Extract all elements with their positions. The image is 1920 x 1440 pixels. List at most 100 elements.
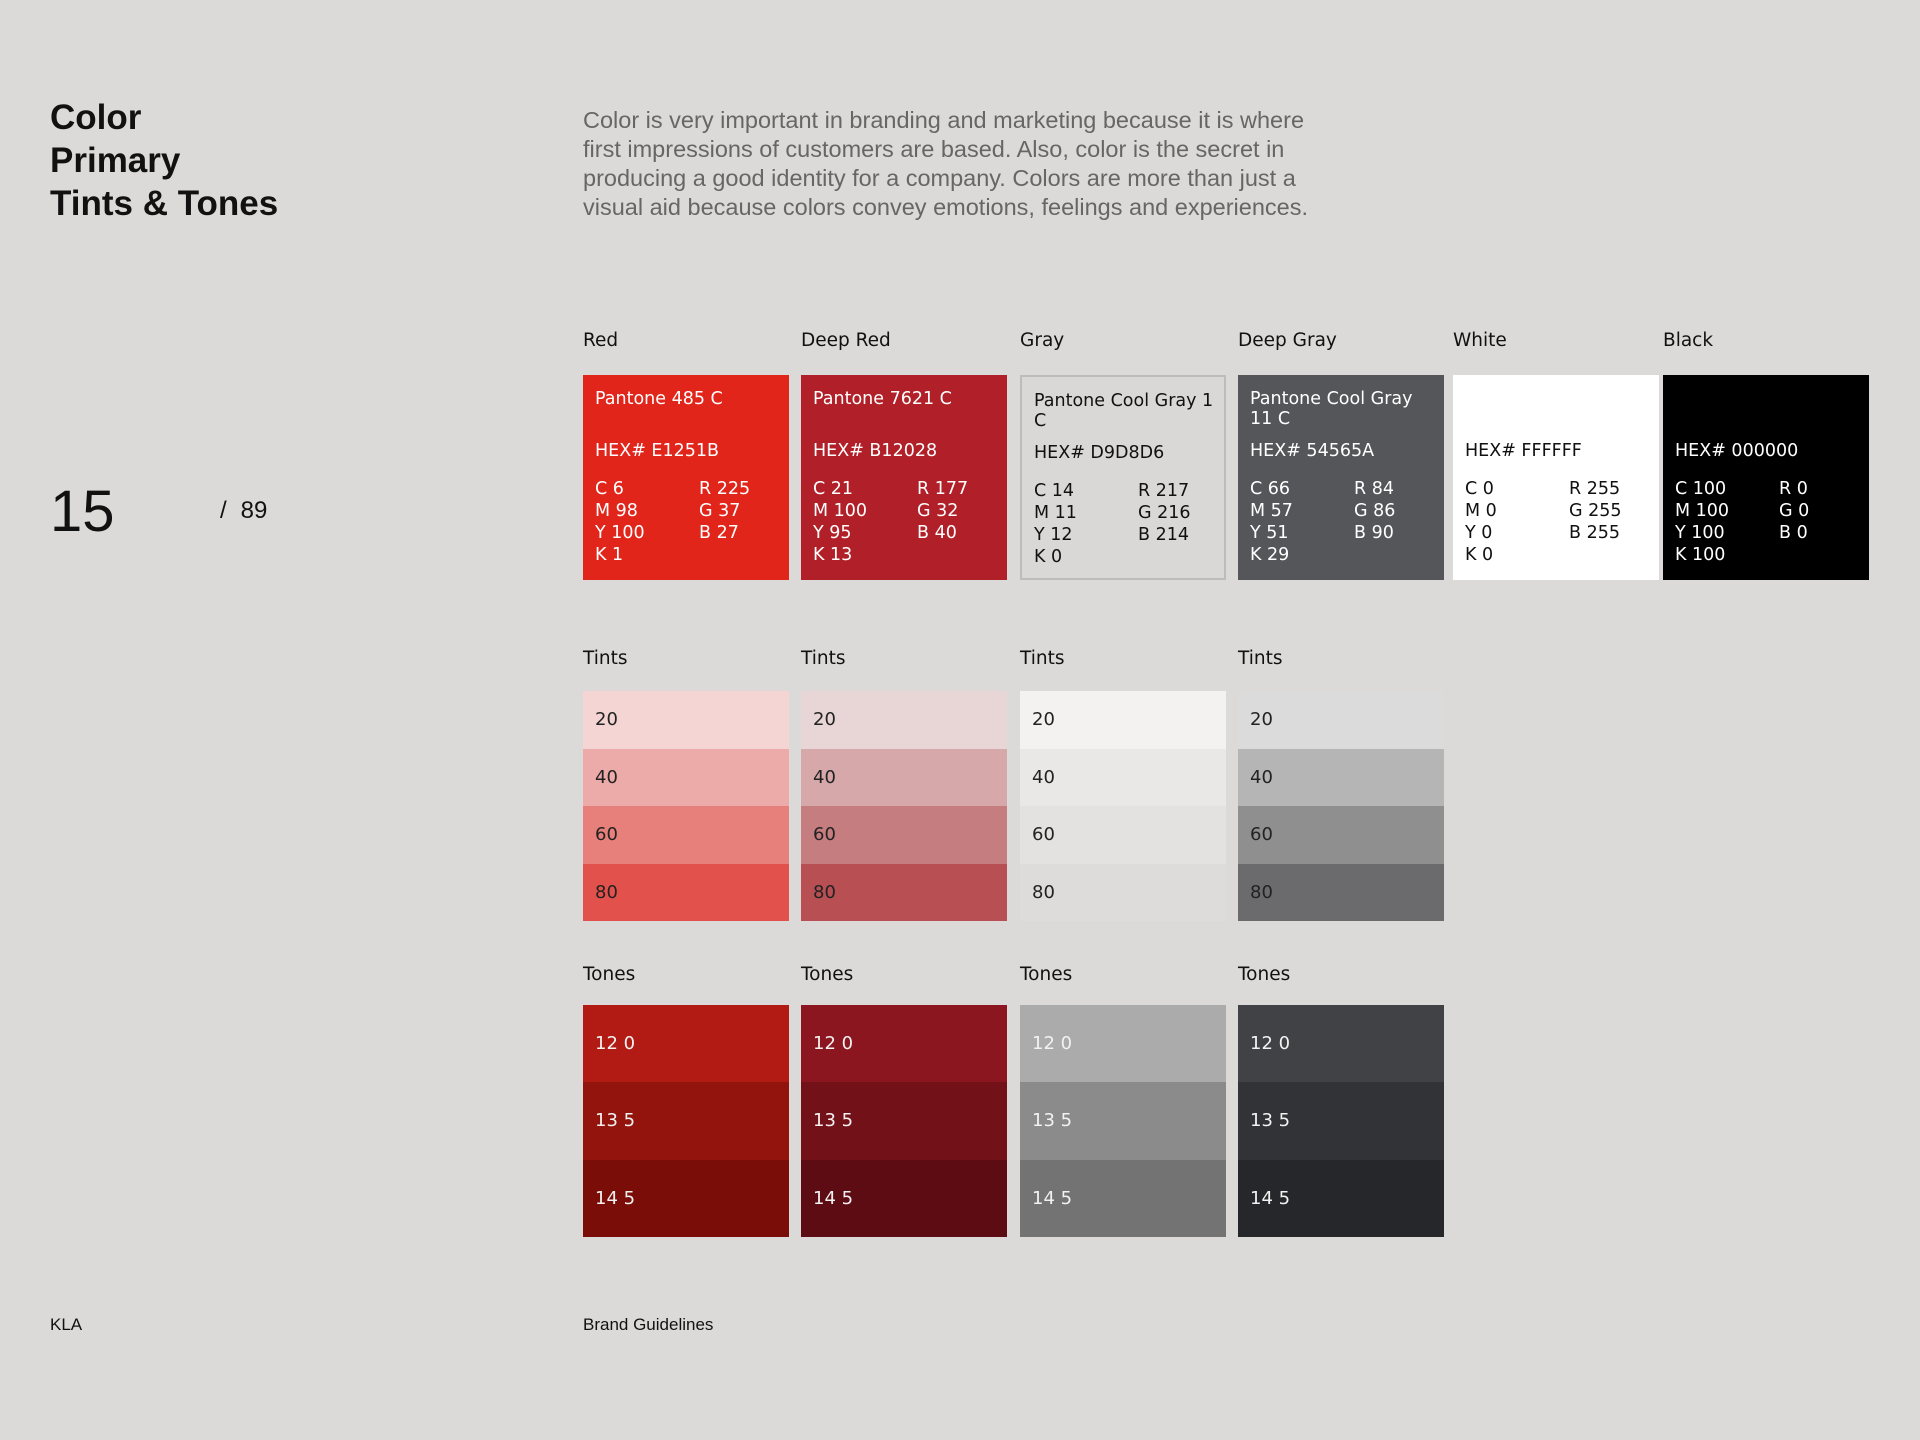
page-total-value: 89 <box>240 497 268 524</box>
tone-row: 14 5 <box>1020 1159 1226 1237</box>
rgb-value <box>1354 544 1434 566</box>
page-number: 15 <box>50 479 115 544</box>
color-name: Gray <box>1020 330 1065 351</box>
hex-value: HEX# E1251B <box>595 441 720 461</box>
tone-column: 12 0 13 5 14 5 <box>801 1005 1007 1237</box>
cmyk-value: M 98 <box>595 501 638 521</box>
cmyk-value: K 0 <box>1465 545 1494 565</box>
cmyk-value: M 100 <box>1675 501 1730 521</box>
color-swatch: Pantone Cool Gray 1 C HEX# D9D8D6 C 14 R 21… <box>1020 375 1226 580</box>
tints-label: Tints <box>1020 648 1065 669</box>
pantone-name: Pantone 485 C <box>595 389 723 409</box>
cmyk-value: C 66 <box>1250 479 1291 499</box>
cmyk-value: M 0 <box>1465 501 1497 521</box>
tone-row: 14 5 <box>801 1159 1007 1237</box>
cmyk-value: K 0 <box>1034 547 1063 567</box>
hex-value: HEX# FFFFFF <box>1465 441 1582 461</box>
tint-row: 80 <box>1238 863 1444 921</box>
rgb-value: G 0 <box>1779 501 1810 521</box>
color-swatch: HEX# 000000 C 100 R 0 M 100 G 0 Y 100 B 0 K 100 <box>1663 375 1869 580</box>
cmyk-value: C 6 <box>595 479 624 499</box>
cmyk-value: K 100 <box>1675 545 1726 565</box>
cmyk-value: C 100 <box>1675 479 1727 499</box>
rgb-value: R 225 <box>699 479 751 499</box>
tones-label: Tones <box>583 964 636 985</box>
rgb-value: G 216 <box>1138 503 1191 523</box>
title-line: Primary <box>50 141 181 180</box>
cmyk-value: C 21 <box>813 479 854 499</box>
tint-row: 80 <box>801 863 1007 921</box>
cmyk-value: Y 51 <box>1250 523 1289 543</box>
cmyk-value: Y 0 <box>1465 523 1493 543</box>
rgb-value <box>1779 544 1859 566</box>
page-total: / 89 <box>220 497 267 525</box>
rgb-value: G 86 <box>1354 501 1396 521</box>
cmyk-value: K 29 <box>1250 545 1290 565</box>
tint-row: 60 <box>1238 806 1444 864</box>
tone-row: 14 5 <box>583 1159 789 1237</box>
tints-label: Tints <box>583 648 628 669</box>
rgb-value: B 90 <box>1354 523 1394 543</box>
tint-row: 40 <box>1238 748 1444 806</box>
color-values: C 66 R 84 M 57 G 86 Y 51 B 90 K 29 <box>1250 478 1434 566</box>
color-values: C 0 R 255 M 0 G 255 Y 0 B 255 K 0 <box>1465 478 1649 566</box>
color-name: Red <box>583 330 619 351</box>
color-name: White <box>1453 330 1507 351</box>
tone-row: 13 5 <box>801 1082 1007 1160</box>
color-name: Deep Red <box>801 330 891 351</box>
tint-column: 20 40 60 80 <box>1020 691 1226 921</box>
color-swatch: HEX# FFFFFF C 0 R 255 M 0 G 255 Y 0 B 255 K 0 <box>1453 375 1659 580</box>
color-swatch: Pantone 7621 C HEX# B12028 C 21 R 177 M 100 G… <box>801 375 1007 580</box>
title-line: Color <box>50 98 142 137</box>
tone-row: 14 5 <box>1238 1159 1444 1237</box>
footer-brand: KLA <box>50 1315 83 1334</box>
cmyk-value: M 57 <box>1250 501 1293 521</box>
tones-label: Tones <box>1238 964 1291 985</box>
tint-row: 40 <box>801 748 1007 806</box>
page-title: Color Primary Tints & Tones <box>50 96 278 225</box>
tint-column: 20 40 60 80 <box>1238 691 1444 921</box>
title-line: Tints & Tones <box>50 184 279 223</box>
cmyk-value: Y 100 <box>1675 523 1725 543</box>
cmyk-value: Y 12 <box>1034 525 1073 545</box>
color-values: C 14 R 217 M 11 G 216 Y 12 B 214 K 0 <box>1034 480 1218 568</box>
rgb-value: R 217 <box>1138 481 1190 501</box>
hex-value: HEX# B12028 <box>813 441 938 461</box>
tint-row: 60 <box>1020 806 1226 864</box>
color-swatch: Pantone 485 C HEX# E1251B C 6 R 225 M 98 G 37… <box>583 375 789 580</box>
pantone-name: Pantone 7621 C <box>813 389 952 409</box>
tone-row: 13 5 <box>583 1082 789 1160</box>
tone-column: 12 0 13 5 14 5 <box>1020 1005 1226 1237</box>
cmyk-value: M 11 <box>1034 503 1077 523</box>
hex-value: HEX# 000000 <box>1675 441 1799 461</box>
tone-row: 13 5 <box>1238 1082 1444 1160</box>
tints-label: Tints <box>1238 648 1283 669</box>
tone-column: 12 0 13 5 14 5 <box>1238 1005 1444 1237</box>
color-values: C 100 R 0 M 100 G 0 Y 100 B 0 K 100 <box>1675 478 1859 566</box>
rgb-value: R 0 <box>1779 479 1808 499</box>
tint-row: 20 <box>1238 691 1444 749</box>
tint-column: 20 40 60 80 <box>801 691 1007 921</box>
rgb-value: R 84 <box>1354 479 1394 499</box>
tone-row: 12 0 <box>583 1005 789 1083</box>
tint-row: 80 <box>1020 863 1226 921</box>
color-name: Deep Gray <box>1238 330 1337 351</box>
rgb-value: B 40 <box>917 523 957 543</box>
rgb-value: G 255 <box>1569 501 1622 521</box>
rgb-value <box>917 544 997 566</box>
cmyk-value: Y 100 <box>595 523 645 543</box>
intro-paragraph: Color is very important in branding and … <box>583 107 1309 220</box>
tints-label: Tints <box>801 648 846 669</box>
tint-row: 20 <box>1020 691 1226 749</box>
rgb-value: G 37 <box>699 501 741 521</box>
tones-label: Tones <box>1020 964 1073 985</box>
color-swatch: Pantone Cool Gray 11 C HEX# 54565A C 66 R 8… <box>1238 375 1444 580</box>
tint-row: 40 <box>1020 748 1226 806</box>
pantone-name: Pantone Cool Gray 11 C <box>1250 389 1413 429</box>
tone-row: 13 5 <box>1020 1082 1226 1160</box>
tint-row: 80 <box>583 863 789 921</box>
tone-row: 12 0 <box>801 1005 1007 1083</box>
hex-value: HEX# 54565A <box>1250 441 1375 461</box>
tone-row: 12 0 <box>1238 1005 1444 1083</box>
rgb-value: R 255 <box>1569 479 1621 499</box>
